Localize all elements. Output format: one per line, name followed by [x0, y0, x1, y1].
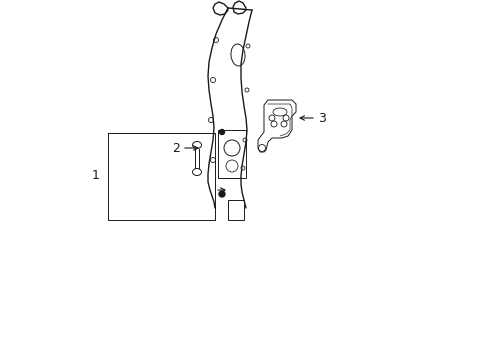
Bar: [227, 200, 244, 220]
Circle shape: [219, 191, 224, 197]
Text: 2: 2: [172, 141, 180, 154]
Text: 1: 1: [92, 168, 100, 181]
Text: 3: 3: [317, 112, 325, 125]
Circle shape: [219, 130, 224, 135]
Bar: [218, 130, 245, 178]
